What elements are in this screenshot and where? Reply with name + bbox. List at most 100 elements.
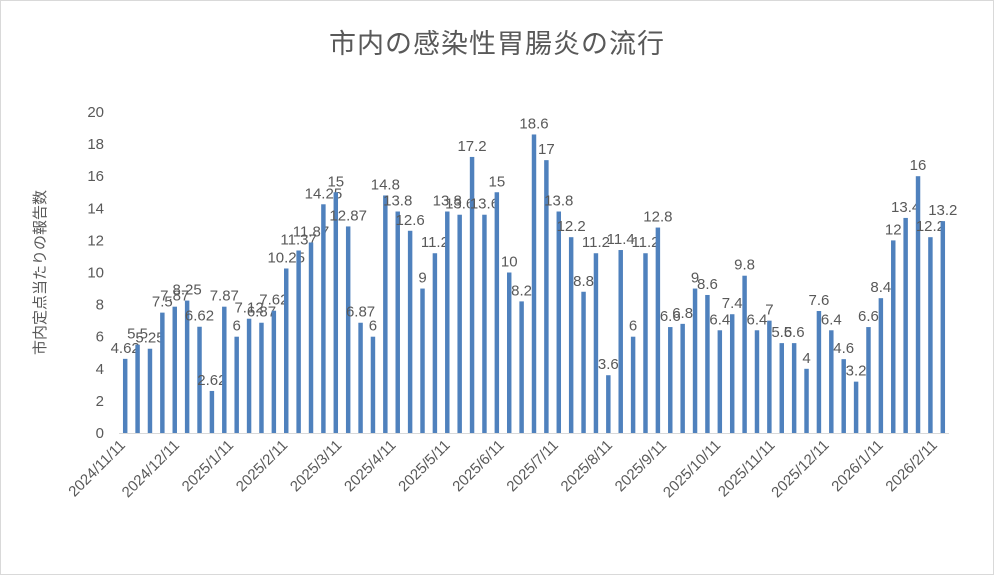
bar: [383, 195, 388, 433]
bar: [122, 358, 128, 433]
data-label: 10: [501, 254, 518, 271]
bar: [160, 312, 165, 433]
bar: [296, 250, 301, 433]
bar: [172, 306, 177, 433]
data-label: 16: [910, 157, 927, 174]
bar: [494, 192, 500, 433]
bar: [928, 237, 933, 433]
data-label: 13.8: [433, 193, 462, 210]
data-label: 14.25: [305, 185, 343, 202]
data-label: 13.6: [470, 196, 499, 213]
x-tick-label: 2025/1/11: [179, 437, 237, 495]
bar: [184, 300, 190, 433]
bar: [370, 336, 376, 433]
data-label: 5.25: [135, 330, 164, 347]
data-label: 14.8: [371, 176, 400, 193]
bar: [779, 343, 784, 433]
bar: [767, 320, 772, 433]
data-label: 13.4: [891, 199, 920, 216]
x-tick-label: 2025/4/11: [341, 437, 399, 495]
bar: [668, 327, 673, 433]
bar: [345, 226, 351, 433]
data-label: 6.87: [247, 304, 276, 321]
data-label: 4.6: [833, 340, 854, 357]
data-label: 13.6: [445, 196, 474, 213]
data-label: 5.6: [784, 324, 805, 341]
bar: [630, 336, 636, 433]
y-tick-label: 18: [87, 136, 104, 153]
data-label: 12: [885, 221, 902, 238]
y-tick-label: 12: [87, 232, 104, 249]
chart-title: 市内の感染性胃腸炎の流行: [329, 29, 665, 60]
data-label: 6.4: [747, 311, 768, 328]
data-label: 7: [765, 302, 773, 319]
bar: [829, 330, 834, 433]
bar: [519, 301, 524, 433]
data-label: 13.2: [928, 202, 957, 219]
data-label: 6.6: [858, 308, 879, 325]
data-label: 6.62: [185, 308, 214, 325]
data-label: 15: [327, 173, 344, 190]
bar: [531, 134, 537, 433]
data-label: 8.6: [697, 276, 718, 293]
data-label: 9: [691, 270, 699, 287]
x-tick-label: 2024/12/11: [119, 437, 183, 501]
data-label: 6.4: [821, 311, 842, 328]
y-tick-label: 14: [87, 200, 104, 217]
data-label: 7.5: [152, 294, 173, 311]
bar: [816, 311, 822, 433]
data-label: 6.87: [346, 304, 375, 321]
bar: [853, 381, 859, 433]
y-tick-label: 2: [96, 393, 104, 410]
x-tick-label: 2025/5/11: [395, 437, 453, 495]
bar: [791, 343, 797, 433]
bar: [717, 330, 723, 433]
bar: [482, 214, 487, 433]
bar: [333, 192, 339, 433]
bar: [606, 375, 611, 433]
data-label: 4.62: [111, 340, 140, 357]
x-tick-label: 2025/10/11: [660, 437, 724, 501]
x-tick-label: 2025/7/11: [503, 437, 561, 495]
bar: [891, 240, 896, 433]
data-label: 12.87: [329, 207, 367, 224]
y-tick-label: 20: [87, 104, 104, 121]
x-tick-label: 2025/12/11: [768, 437, 832, 501]
data-label: 12.8: [643, 209, 672, 226]
x-tick-label: 2025/6/11: [449, 437, 507, 495]
data-label: 17.2: [457, 138, 486, 155]
bar: [556, 211, 562, 433]
bar: [643, 253, 648, 433]
bar: [581, 291, 586, 433]
data-label: 8.2: [511, 282, 532, 299]
bar: [915, 176, 921, 433]
data-label: 8.4: [870, 279, 891, 296]
data-label: 5.6: [771, 324, 792, 341]
bar: [469, 156, 475, 433]
y-tick-label: 0: [96, 425, 104, 442]
y-tick-label: 16: [87, 168, 104, 185]
data-label: 12.6: [396, 212, 425, 229]
bar: [321, 204, 326, 433]
data-label: 11.37: [280, 232, 316, 249]
bar: [866, 327, 871, 433]
data-label: 11.2: [631, 234, 659, 251]
data-label: 6.6: [660, 308, 681, 325]
x-tick-label: 2025/8/11: [558, 437, 616, 495]
data-label: 6: [233, 318, 241, 335]
data-label: 7.6: [808, 292, 829, 309]
data-label: 5.5: [127, 326, 148, 343]
bar: [940, 221, 946, 433]
data-label: 8.8: [573, 273, 594, 290]
bar: [903, 217, 908, 433]
data-label: 10.25: [267, 249, 305, 266]
data-label: 9: [418, 270, 426, 287]
y-tick-label: 8: [96, 297, 104, 314]
data-label: 13.8: [383, 193, 412, 210]
y-tick-label: 10: [87, 265, 104, 282]
bar: [655, 227, 661, 433]
data-label: 17: [538, 141, 555, 158]
bar: [878, 298, 884, 433]
data-label: 15: [488, 173, 505, 190]
bar: [259, 322, 264, 433]
